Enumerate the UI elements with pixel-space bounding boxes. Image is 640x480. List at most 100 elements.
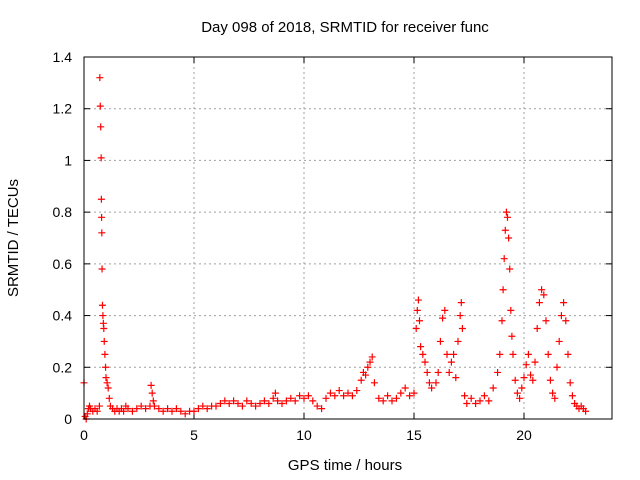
data-point: [287, 394, 295, 402]
data-point: [417, 343, 425, 351]
data-point: [83, 410, 91, 418]
data-point: [461, 392, 469, 400]
data-point: [96, 102, 104, 110]
data-point: [504, 213, 511, 221]
data-point: [401, 384, 409, 392]
data-point: [392, 394, 400, 402]
data-point: [238, 402, 246, 410]
data-point: [522, 361, 530, 369]
data-point: [502, 208, 510, 216]
data-point: [443, 350, 451, 358]
data-point: [498, 317, 506, 325]
data-point: [120, 407, 128, 415]
data-point: [441, 306, 449, 314]
y-tick-label: 1.2: [53, 101, 73, 117]
data-point: [531, 358, 539, 366]
data-point: [511, 376, 519, 384]
data-point: [194, 405, 202, 413]
data-point: [423, 368, 431, 376]
data-point: [518, 384, 526, 392]
data-point: [318, 405, 326, 413]
data-point: [566, 379, 574, 387]
data-point: [384, 392, 392, 400]
data-point: [177, 407, 185, 415]
data-point: [100, 325, 108, 332]
data-point: [366, 358, 374, 366]
axis-ticks: [83, 56, 612, 420]
data-point: [582, 407, 590, 415]
data-point: [247, 399, 255, 407]
data-point: [416, 317, 423, 325]
data-point: [199, 402, 207, 410]
data-point: [98, 229, 106, 237]
y-tick-label: 0.8: [53, 204, 73, 220]
data-point: [533, 325, 541, 332]
y-tick-label: 1: [64, 152, 72, 168]
data-point: [480, 392, 488, 400]
data-point: [467, 394, 475, 402]
data-point: [271, 389, 279, 397]
y-tick-labels: 0 0.2 0.4 0.6 0.8 1 1.2 1.4: [53, 49, 73, 427]
data-point: [252, 402, 260, 410]
data-point: [243, 397, 251, 405]
data-point: [313, 402, 321, 410]
data-point: [544, 350, 552, 358]
data-point: [410, 389, 418, 397]
data-point: [95, 402, 103, 410]
data-point: [555, 337, 563, 345]
data-point: [216, 399, 224, 407]
data-point: [551, 394, 559, 402]
data-point: [428, 384, 436, 392]
y-tick-label: 0.2: [53, 359, 73, 375]
data-point: [265, 399, 273, 407]
data-point: [260, 397, 268, 405]
data-point: [439, 314, 447, 322]
data-point: [557, 312, 565, 320]
data-point: [102, 374, 110, 382]
data-point: [425, 379, 433, 387]
data-point: [147, 381, 155, 389]
data-point: [190, 407, 198, 415]
data-point: [419, 350, 427, 358]
data-point: [421, 358, 429, 366]
data-point: [150, 402, 158, 410]
data-point: [282, 397, 290, 405]
data-point: [506, 265, 514, 273]
data-point: [379, 397, 387, 405]
data-point: [457, 299, 465, 307]
data-point: [97, 195, 105, 203]
data-point: [322, 394, 330, 402]
data-point: [520, 374, 528, 382]
data-point: [230, 397, 238, 405]
data-point: [304, 392, 312, 400]
data-point: [148, 389, 156, 397]
data-point: [353, 387, 361, 395]
data-point: [155, 405, 163, 413]
data-point: [516, 394, 524, 402]
data-point: [101, 350, 109, 358]
data-point: [212, 402, 220, 410]
data-point: [296, 392, 304, 400]
data-point: [562, 317, 570, 325]
y-tick-label: 0.4: [53, 308, 73, 324]
y-tick-label: 1.4: [53, 49, 73, 65]
data-point: [98, 213, 106, 221]
data-point: [540, 291, 548, 299]
data-point: [133, 405, 141, 413]
data-point: [553, 363, 561, 371]
grid: [84, 57, 612, 419]
data-point: [149, 397, 157, 405]
data-point: [368, 353, 376, 361]
data-point: [168, 407, 176, 415]
data-points: [80, 74, 590, 423]
data-point: [568, 392, 576, 400]
data-point: [96, 74, 104, 82]
data-point: [496, 350, 504, 358]
data-point: [137, 402, 145, 410]
x-tick-label: 5: [190, 427, 198, 443]
y-axis-label: SRMTID / TECUs: [5, 179, 22, 297]
x-tick-label: 20: [516, 427, 532, 443]
data-point: [450, 350, 458, 358]
data-point: [309, 397, 317, 405]
data-point: [388, 397, 396, 405]
